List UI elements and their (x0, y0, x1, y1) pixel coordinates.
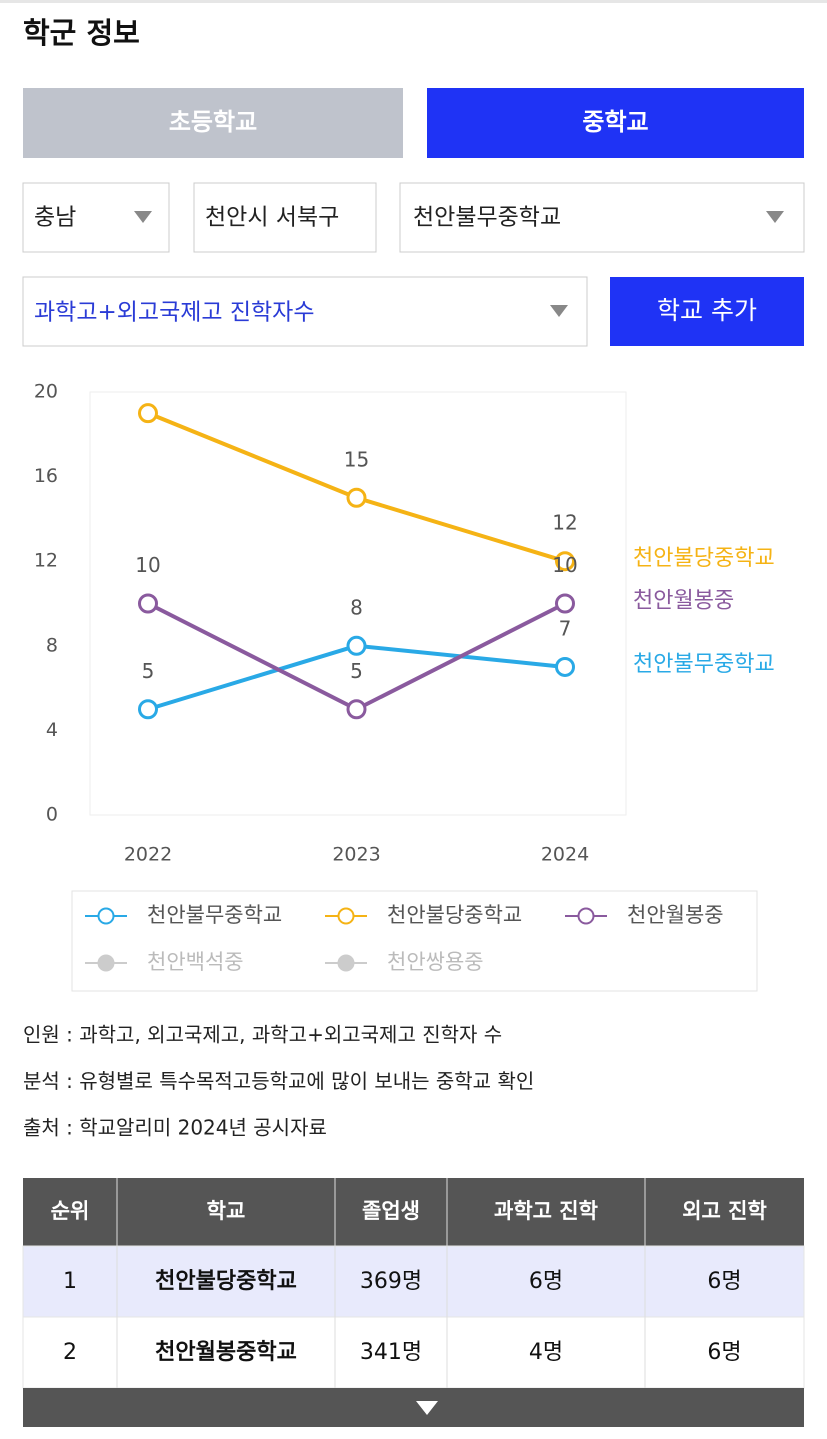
table-cell: 369명 (360, 1269, 422, 1294)
header-cell: 졸업생 (362, 1199, 420, 1223)
table-cell: 6명 (529, 1269, 563, 1294)
title: 학군 정보 (23, 16, 140, 50)
table-cell: 천안불당중학교 (155, 1269, 297, 1294)
data-label: 7 (559, 616, 572, 640)
table-cell: 2 (63, 1340, 77, 1365)
dropdown-arrow (550, 305, 568, 317)
tab[interactable] (427, 88, 804, 158)
note: 분석 : 유형별로 특수목적고등학교에 많이 보내는 중학교 확인 (23, 1069, 534, 1093)
legend-label[interactable]: 천안쌍용중 (387, 950, 484, 974)
metric-select[interactable] (22, 276, 588, 347)
header-cell: 과학고 진학 (494, 1199, 598, 1223)
data-point (138, 593, 158, 614)
tab[interactable] (23, 88, 403, 158)
legend-marker (577, 907, 595, 925)
data-point (346, 635, 367, 656)
legend-marker (337, 907, 355, 925)
table-header (23, 1178, 804, 1246)
y-tick-label: 20 (34, 381, 58, 403)
expand-bar[interactable] (23, 1388, 804, 1427)
data-point (138, 403, 158, 424)
data-label: 5 (350, 659, 363, 683)
y-tick-label: 8 (46, 634, 58, 656)
data-point (138, 699, 158, 720)
table-cell: 4명 (529, 1340, 563, 1365)
legend-marker (97, 907, 115, 925)
data-label: 12 (552, 511, 577, 535)
district-value: 천안시 서북구 (205, 205, 339, 231)
district-select[interactable] (193, 182, 377, 253)
table-row (22, 1245, 805, 1318)
data-label: 5 (142, 659, 155, 683)
school-select[interactable] (399, 182, 805, 253)
table-cell: 6명 (707, 1340, 741, 1365)
data-label: 15 (344, 447, 369, 471)
y-tick-label: 16 (34, 465, 58, 487)
add-school-label: 학교 추가 (657, 296, 757, 325)
series-end-label: 천안불무중학교 (633, 652, 775, 677)
plot-area (89, 391, 627, 816)
x-tick-label: 2023 (332, 844, 380, 866)
y-tick-label: 0 (46, 804, 58, 826)
legend-marker (97, 954, 115, 972)
dropdown-arrow (766, 211, 784, 223)
note: 출처 : 학교알리미 2024년 공시자료 (23, 1116, 327, 1140)
tab-label: 초등학교 (169, 108, 257, 136)
legend-label[interactable]: 천안백석중 (147, 950, 244, 974)
legend-box (71, 890, 758, 992)
data-point (555, 551, 575, 572)
note: 인원 : 과학고, 외고국제고, 과학고+외고국제고 진학자 수 (23, 1023, 502, 1047)
metric-value: 과학고+외고국제고 진학자수 (34, 300, 315, 326)
legend-label[interactable]: 천안불무중학교 (147, 903, 282, 927)
data-label: 10 (135, 553, 160, 577)
table-cell: 6명 (707, 1269, 741, 1294)
data-point (346, 487, 367, 508)
data-label: 8 (350, 595, 363, 619)
table-row (22, 1316, 805, 1389)
expand-arrow (416, 1401, 438, 1415)
region-value: 충남 (34, 205, 76, 231)
x-tick-label: 2024 (541, 844, 589, 866)
tab-label: 중학교 (582, 108, 648, 136)
data-point (346, 699, 367, 720)
table-cell: 1 (63, 1269, 77, 1294)
legend-marker (337, 954, 355, 972)
table-cell: 341명 (360, 1340, 422, 1365)
top-border (0, 0, 827, 3)
header-cell: 순위 (51, 1199, 90, 1223)
y-tick-label: 12 (34, 550, 58, 572)
data-point (555, 656, 575, 677)
series-end-label: 천안불당중학교 (633, 546, 775, 571)
series-end-label: 천안월봉중 (633, 589, 734, 614)
data-label: 10 (552, 553, 577, 577)
add-school-button[interactable] (610, 277, 804, 346)
school-value: 천안불무중학교 (413, 205, 561, 231)
y-tick-label: 4 (46, 719, 58, 741)
legend-label[interactable]: 천안불당중학교 (387, 903, 522, 927)
x-tick-label: 2022 (124, 844, 172, 866)
legend-label[interactable]: 천안월봉중 (627, 903, 724, 927)
data-point (555, 593, 575, 614)
dropdown-arrow (134, 211, 152, 223)
table-cell: 천안월봉중학교 (155, 1340, 297, 1365)
header-cell: 외고 진학 (682, 1199, 767, 1223)
header-cell: 학교 (207, 1199, 246, 1223)
